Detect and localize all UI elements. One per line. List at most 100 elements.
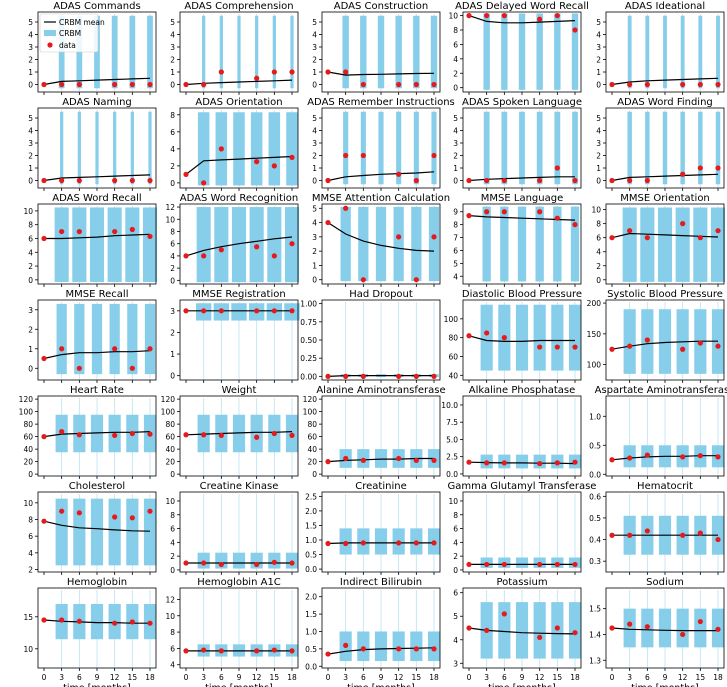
mean-line xyxy=(327,71,435,76)
y-tick-label: 0 xyxy=(453,566,458,575)
data-point xyxy=(147,346,153,352)
y-tick-label: 4 xyxy=(453,272,458,281)
mean-line xyxy=(185,155,293,175)
y-tick-label: 3 xyxy=(596,139,601,148)
legend-data-label: data xyxy=(59,41,76,50)
x-axis-label: time [months] xyxy=(347,683,415,687)
panel-title: Indirect Bilirubin xyxy=(340,577,422,588)
y-tick-label: 2 xyxy=(170,264,175,273)
y-tick-label: 0 xyxy=(170,179,175,188)
y-tick-label: 3 xyxy=(28,306,33,315)
x-tick-label: 0 xyxy=(610,673,615,682)
y-tick-label: 120 xyxy=(303,395,318,404)
panel-17: Had Dropout 0.00 0.25 0.50 0.75 1.00 xyxy=(300,289,441,383)
data-point xyxy=(644,235,650,241)
data-point xyxy=(41,355,47,362)
data-point xyxy=(484,561,490,568)
y-tick-label: 80 xyxy=(307,420,317,429)
y-tick-label: 5 xyxy=(596,114,601,123)
data-point xyxy=(644,81,650,88)
x-axis-label: time [months] xyxy=(488,683,556,687)
panel-title: ADAS Remember Instructions xyxy=(307,97,455,108)
data-point xyxy=(271,559,277,565)
mean-line xyxy=(43,350,151,360)
data-point xyxy=(183,432,189,438)
data-point xyxy=(59,429,65,435)
panel-title: Heart Rate xyxy=(70,385,124,396)
y-tick-label: 2.5 xyxy=(305,492,317,501)
panel-16: MMSE Registration 0 1 2 3 xyxy=(170,289,300,383)
data-point xyxy=(627,455,633,461)
data-point xyxy=(572,222,578,228)
y-tick-label: 3 xyxy=(312,139,317,148)
data-point xyxy=(609,625,615,631)
panel-24: Aspartate Aminotransferase 0.0 0.5 1.0 xyxy=(589,385,727,479)
panel-title: Sodium xyxy=(646,577,684,588)
y-tick-label: 4 xyxy=(170,31,175,40)
y-tick-label: 2 xyxy=(28,566,33,575)
data-point xyxy=(501,561,507,568)
data-point xyxy=(201,81,207,88)
x-tick-label: 18 xyxy=(570,673,580,682)
data-point xyxy=(325,540,331,547)
data-point xyxy=(76,177,82,184)
band-body xyxy=(129,15,136,89)
data-point xyxy=(466,177,472,184)
data-point xyxy=(360,457,366,463)
data-point xyxy=(183,81,189,88)
y-tick-label: 8 xyxy=(453,26,458,35)
y-tick-label: 40 xyxy=(448,371,458,380)
data-point xyxy=(627,343,633,349)
y-tick-label: 10 xyxy=(448,497,458,506)
band-body xyxy=(250,552,263,569)
data-point xyxy=(112,620,118,626)
data-point xyxy=(572,561,578,568)
data-point xyxy=(325,177,331,184)
data-point xyxy=(183,171,189,177)
data-point xyxy=(289,560,295,566)
band-body xyxy=(645,111,650,185)
y-tick-label: 80 xyxy=(165,420,175,429)
mean-line xyxy=(327,171,435,182)
data-point xyxy=(609,532,615,538)
y-tick-label: 2 xyxy=(170,328,175,337)
y-tick-label: 0 xyxy=(28,177,33,186)
y-tick-label: 0 xyxy=(312,470,317,479)
y-tick-label: 0.00 xyxy=(300,372,317,381)
panel-11: ADAS Word Recognition 0 2 4 6 8 10 12 xyxy=(165,193,300,287)
data-point xyxy=(466,333,472,339)
data-point xyxy=(112,81,118,88)
y-tick-label: 4 xyxy=(170,661,175,670)
band-body xyxy=(108,498,121,566)
band-body xyxy=(90,604,104,640)
x-tick-label: 3 xyxy=(484,673,489,682)
band-body xyxy=(231,303,247,321)
y-tick-label: 0.0 xyxy=(589,470,601,479)
x-tick-label: 6 xyxy=(502,673,507,682)
band-body xyxy=(623,608,636,648)
band-body xyxy=(113,111,117,185)
data-point xyxy=(413,457,419,463)
y-tick-label: 7.5 xyxy=(446,418,458,427)
data-point xyxy=(413,177,419,184)
y-tick-label: 8 xyxy=(170,628,175,637)
data-point xyxy=(627,621,633,627)
band-body xyxy=(572,111,578,185)
data-point xyxy=(343,152,349,159)
panel-title: Creatinine xyxy=(355,481,406,492)
data-point xyxy=(325,219,331,226)
y-tick-label: 0.50 xyxy=(300,336,317,345)
data-point xyxy=(609,346,615,352)
panel-title: Cholesterol xyxy=(69,481,125,492)
data-point xyxy=(271,253,277,259)
y-tick-label: 10 xyxy=(448,12,458,21)
data-point xyxy=(396,81,402,88)
x-tick-label: 6 xyxy=(77,673,82,682)
y-tick-label: 2 xyxy=(28,262,33,271)
panel-1: ADAS Comprehension 0 1 2 3 4 5 xyxy=(170,1,299,95)
data-point xyxy=(609,235,615,241)
x-tick-label: 0 xyxy=(184,673,189,682)
panel-0: ADAS Commands 0 1 2 3 4 5 CRBM mean CRBM data xyxy=(28,1,157,95)
band-body xyxy=(694,608,707,648)
band-body xyxy=(215,552,228,569)
